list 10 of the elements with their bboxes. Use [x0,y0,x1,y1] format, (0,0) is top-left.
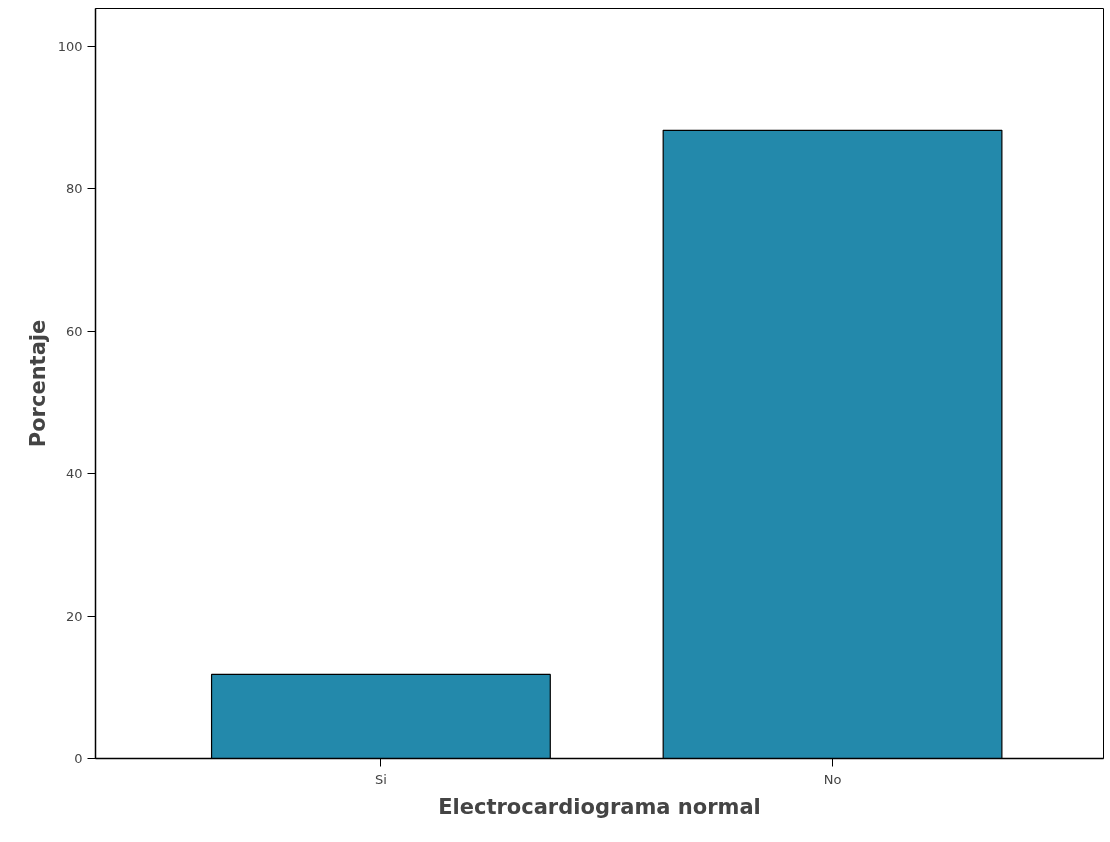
y-tick-label: 80 [65,181,83,197]
y-tick-label: 20 [65,608,83,624]
y-axis-title: Porcentaje [25,319,50,448]
y-tick-label: 60 [65,323,83,339]
x-tick-label: Si [374,771,387,787]
y-tick-label: 40 [65,466,83,482]
x-tick-label: No [823,771,842,787]
x-axis-title: Electrocardiograma normal [438,794,761,819]
y-tick-label: 100 [57,38,83,54]
y-tick-label: 0 [74,751,83,766]
